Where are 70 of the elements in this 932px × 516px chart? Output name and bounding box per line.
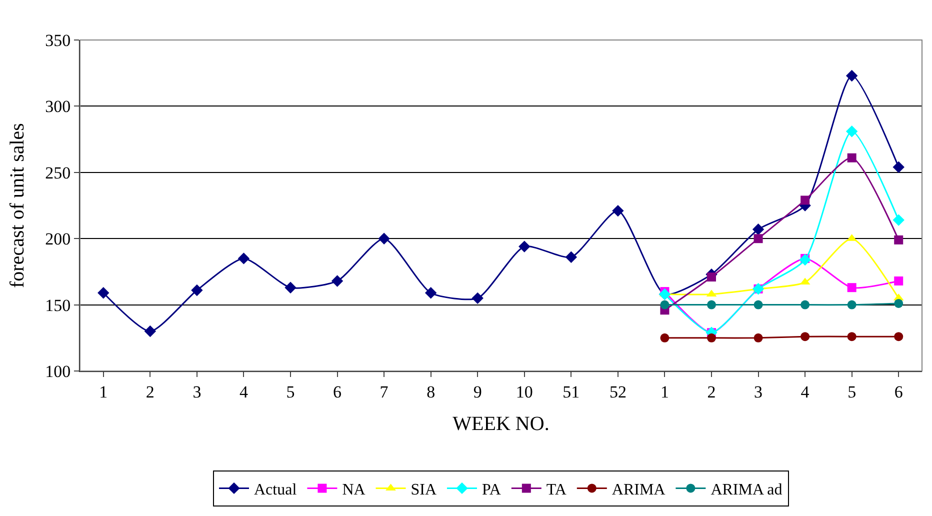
y-tick-label: 250 — [45, 163, 71, 182]
point — [847, 153, 856, 162]
point — [847, 283, 856, 292]
point — [707, 300, 716, 310]
point — [754, 300, 763, 310]
point — [800, 196, 810, 205]
point — [754, 333, 763, 342]
point — [424, 287, 437, 299]
point — [847, 300, 856, 310]
point — [144, 325, 156, 338]
x-tick-label: 9 — [473, 382, 482, 402]
point — [799, 254, 811, 266]
x-tick-label: 3 — [192, 382, 202, 402]
point — [238, 252, 250, 264]
legend-label: ARIMA ad — [710, 481, 782, 498]
point — [894, 332, 904, 342]
point — [754, 234, 763, 244]
x-tick-label: 8 — [426, 382, 436, 402]
point — [707, 272, 716, 282]
x-tick-label: 10 — [516, 382, 533, 402]
point — [98, 287, 110, 299]
x-tick-label: 52 — [609, 382, 626, 402]
legend-label: NA — [342, 481, 366, 498]
point — [378, 232, 390, 244]
y-tick-label: 100 — [45, 362, 71, 381]
point — [846, 126, 858, 138]
point — [472, 292, 484, 304]
point — [752, 223, 764, 236]
y-tick-label: 200 — [45, 230, 71, 249]
y-axis-title: forecast of unit sales — [6, 122, 29, 288]
point — [894, 235, 904, 244]
point — [846, 70, 858, 82]
point — [612, 204, 624, 217]
y-tick-label: 150 — [45, 296, 71, 315]
x-tick-label: 7 — [380, 382, 389, 402]
x-tick-label: 3 — [754, 382, 763, 402]
y-tick-label: 350 — [45, 30, 71, 50]
point — [284, 282, 296, 294]
point — [565, 251, 578, 263]
x-tick-label: 1 — [99, 382, 108, 402]
y-tick-label: 300 — [45, 97, 71, 116]
legend-label: PA — [482, 481, 502, 498]
point — [892, 161, 904, 173]
point — [800, 332, 810, 342]
point — [660, 333, 670, 342]
legend-label: Actual — [254, 481, 298, 498]
point — [847, 332, 856, 342]
point — [894, 276, 904, 286]
legend-label: SIA — [410, 481, 437, 498]
x-tick-label: 2 — [707, 382, 716, 402]
x-tick-label: 4 — [239, 382, 248, 402]
point — [191, 284, 203, 296]
x-tick-label: 2 — [146, 382, 154, 402]
x-axis-title: WEEK NO. — [452, 412, 550, 435]
x-tick-label: 5 — [848, 382, 856, 402]
point — [660, 300, 670, 310]
x-tick-label: 1 — [660, 382, 669, 402]
point — [892, 214, 904, 226]
x-tick-label: 5 — [286, 382, 295, 402]
x-tick-label: 6 — [333, 382, 342, 402]
point — [707, 333, 716, 342]
x-tick-label: 4 — [800, 382, 810, 402]
point — [331, 275, 344, 287]
legend-label: ARIMA — [612, 481, 666, 498]
point — [894, 298, 904, 308]
x-tick-label: 6 — [894, 382, 903, 402]
point — [518, 240, 530, 252]
legend-label: TA — [546, 481, 567, 498]
x-tick-label: 51 — [562, 382, 580, 402]
point — [800, 300, 810, 310]
